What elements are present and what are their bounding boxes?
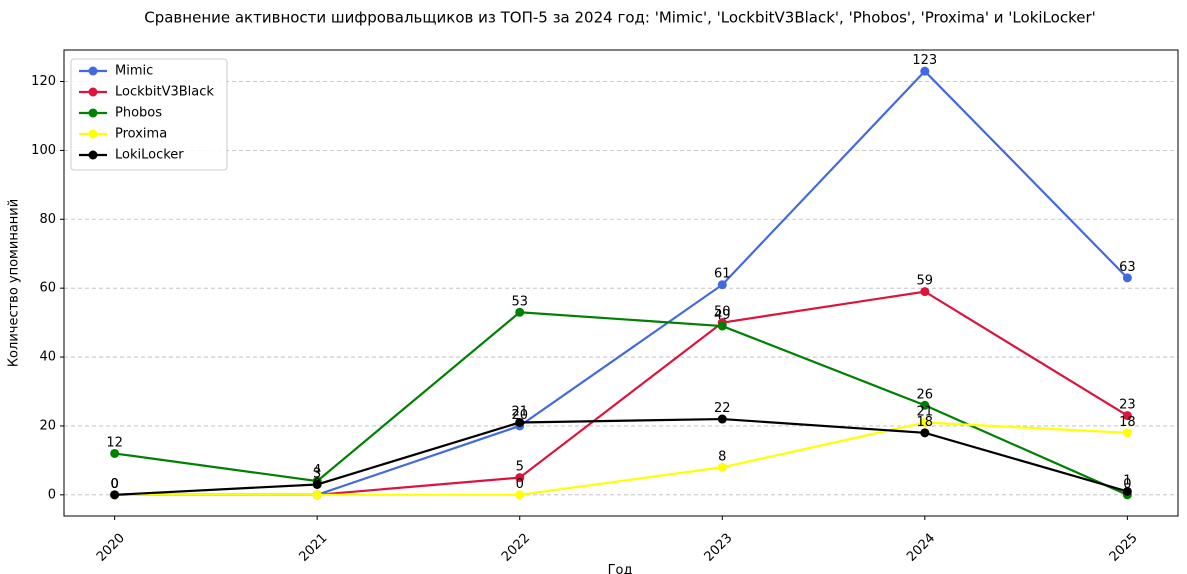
point xyxy=(920,417,930,427)
point xyxy=(515,417,525,427)
legend-marker xyxy=(88,87,98,97)
legend-marker xyxy=(88,150,98,160)
legend-label: Mimic xyxy=(115,64,153,79)
value-label: 21 xyxy=(917,404,934,419)
value-label: 5 xyxy=(516,460,524,475)
value-label: 0 xyxy=(110,477,118,492)
value-label: 8 xyxy=(718,449,726,464)
legend-marker xyxy=(88,108,98,118)
value-label: 123 xyxy=(912,53,937,68)
value-label: 18 xyxy=(1119,415,1136,430)
value-label: 26 xyxy=(917,387,934,402)
point xyxy=(920,400,930,410)
point xyxy=(717,321,727,331)
legend-label: LockbitV3Black xyxy=(115,85,214,100)
point xyxy=(920,428,930,438)
point xyxy=(920,66,930,76)
value-label: 49 xyxy=(714,308,731,323)
point xyxy=(920,287,930,297)
value-label: 21 xyxy=(511,404,528,419)
y-tick-label: 120 xyxy=(31,74,56,89)
legend-marker xyxy=(88,66,98,76)
x-axis-label: Год xyxy=(608,563,633,574)
value-label: 63 xyxy=(1119,260,1136,275)
series-line xyxy=(114,290,1128,496)
point xyxy=(1122,428,1132,438)
x-tick-label: 2022 xyxy=(499,531,533,565)
value-label: 4 xyxy=(313,463,321,478)
value-label: 0 xyxy=(110,477,118,492)
point xyxy=(717,280,727,290)
x-tick-label: 2023 xyxy=(702,531,736,565)
point xyxy=(515,307,525,317)
series-line xyxy=(114,311,1128,496)
value-label: 12 xyxy=(106,435,123,450)
series-line xyxy=(114,417,1128,496)
x-tick-label: 2024 xyxy=(904,531,938,565)
value-label: 0 xyxy=(110,477,118,492)
point xyxy=(1122,273,1132,283)
point xyxy=(717,462,727,472)
legend-label: LokiLocker xyxy=(115,148,184,163)
y-axis-label: Количество упоминаний xyxy=(7,199,22,367)
value-label: 0 xyxy=(516,477,524,492)
value-label: 20 xyxy=(511,408,528,423)
point xyxy=(717,414,727,424)
plot-frame xyxy=(63,49,1179,517)
x-tick-label: 2020 xyxy=(94,531,128,565)
point xyxy=(1122,486,1132,496)
value-label: 50 xyxy=(714,305,731,320)
y-tick-label: 60 xyxy=(39,281,56,296)
point xyxy=(312,490,322,500)
legend-label: Phobos xyxy=(115,106,162,121)
y-tick-label: 80 xyxy=(39,212,56,227)
value-label: 0 xyxy=(1123,477,1131,492)
point xyxy=(110,448,120,458)
value-label: 1 xyxy=(1123,473,1131,488)
value-label: 53 xyxy=(511,294,528,309)
value-label: 23 xyxy=(1119,398,1136,413)
legend-marker xyxy=(88,129,98,139)
y-tick-label: 20 xyxy=(39,418,56,433)
point xyxy=(515,490,525,500)
y-tick-label: 100 xyxy=(31,143,56,158)
x-tick-label: 2025 xyxy=(1107,531,1141,565)
value-label: 59 xyxy=(917,274,934,289)
value-label: 22 xyxy=(714,401,731,416)
point xyxy=(312,479,322,489)
value-label: 0 xyxy=(110,477,118,492)
series-line xyxy=(114,421,1128,496)
legend-box xyxy=(70,58,228,171)
legend-label: Proxima xyxy=(115,127,167,142)
point xyxy=(1122,411,1132,421)
value-label: 3 xyxy=(313,466,321,481)
series-line xyxy=(114,69,1129,496)
y-tick-label: 0 xyxy=(48,487,56,502)
y-tick-label: 40 xyxy=(39,350,56,365)
legend: Mimic LockbitV3Black Phobos Proxima LokiLock… xyxy=(70,58,228,171)
point xyxy=(110,490,120,500)
point xyxy=(515,473,525,483)
x-tick-label: 2021 xyxy=(296,531,330,565)
chart-title: Сравнение активности шифровальщиков из Т… xyxy=(144,9,1096,27)
value-label: 18 xyxy=(917,415,934,430)
value-label: 61 xyxy=(714,267,731,282)
